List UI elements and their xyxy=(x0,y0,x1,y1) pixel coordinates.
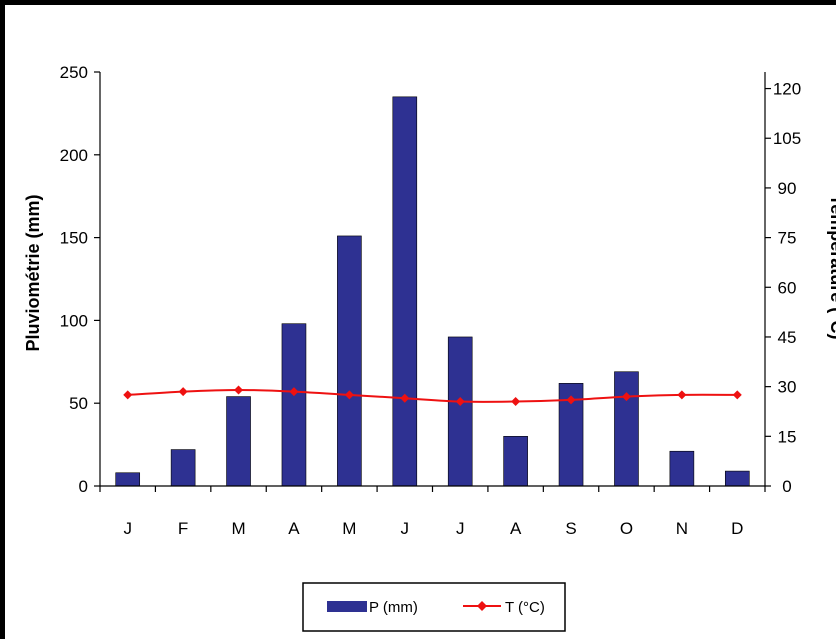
temperature-point-5 xyxy=(400,393,410,403)
y2-tick-label-1: 15 xyxy=(778,427,797,446)
temperature-point-7 xyxy=(511,397,521,407)
tick-labels: 0 50 100 150 200 250 0 15 30 45 60 75 90 105 120 J F M A M J… xyxy=(60,63,802,538)
bar-3 xyxy=(281,323,307,487)
temperature-point-10 xyxy=(677,390,687,400)
precipitation-bars xyxy=(115,96,750,487)
bar-6 xyxy=(447,336,473,487)
y2-tick-label-8: 120 xyxy=(773,80,801,99)
bar-7 xyxy=(503,436,528,487)
x-tick-label-5: J xyxy=(401,519,410,538)
bar-10 xyxy=(669,450,695,487)
y-tick-label-4: 200 xyxy=(60,146,88,165)
temperature-line xyxy=(127,388,738,403)
x-tick-label-2: M xyxy=(231,519,245,538)
temperature-point-11 xyxy=(732,390,742,400)
temperature-point-4 xyxy=(344,390,354,400)
y2-tick-label-5: 75 xyxy=(778,229,797,248)
temperature-line-series xyxy=(123,385,742,407)
legend-marker-swatch xyxy=(477,601,487,611)
legend: P (mm) T (°C) xyxy=(302,582,566,632)
x-tick-label-10: N xyxy=(676,519,688,538)
climate-chart: 0 50 100 150 200 250 0 15 30 45 60 75 90 105 120 J F M A M J… xyxy=(23,63,836,632)
temperature-point-9 xyxy=(621,392,631,402)
temperature-point-1 xyxy=(178,387,188,397)
x-tick-label-11: D xyxy=(731,519,743,538)
temperature-point-6 xyxy=(455,397,465,407)
y-axis-title: Pluviométrie (mm) xyxy=(23,194,43,351)
temperature-point-3 xyxy=(289,387,299,397)
x-tick-label-6: J xyxy=(456,519,465,538)
x-tick-label-4: M xyxy=(342,519,356,538)
y-tick-label-3: 150 xyxy=(60,229,88,248)
legend-label-precipitation: P (mm) xyxy=(369,599,418,616)
y2-tick-label-4: 60 xyxy=(778,278,797,297)
y2-tick-label-7: 105 xyxy=(773,129,801,148)
y2-tick-label-0: 0 xyxy=(782,477,791,496)
y2-tick-label-3: 45 xyxy=(778,328,797,347)
bar-1 xyxy=(170,449,196,487)
bar-9 xyxy=(614,371,639,487)
y-tick-label-1: 50 xyxy=(69,394,88,413)
bar-0 xyxy=(115,472,141,487)
x-tick-label-7: A xyxy=(510,519,522,538)
x-tick-label-9: O xyxy=(620,519,633,538)
temperature-point-0 xyxy=(123,390,133,400)
legend-label-temperature: T (°C) xyxy=(505,599,545,616)
x-tick-label-3: A xyxy=(288,519,300,538)
y-tick-label-0: 0 xyxy=(79,477,88,496)
temperature-point-2 xyxy=(234,385,244,395)
bar-4 xyxy=(337,235,362,487)
y2-tick-label-6: 90 xyxy=(778,179,797,198)
y-tick-label-2: 100 xyxy=(60,311,88,330)
y2-tick-label-2: 30 xyxy=(778,378,797,397)
legend-box xyxy=(302,582,566,632)
bar-11 xyxy=(724,470,750,487)
x-tick-label-8: S xyxy=(565,519,576,538)
temperature-point-8 xyxy=(566,395,576,405)
x-tick-label-0: J xyxy=(123,519,132,538)
x-tick-label-1: F xyxy=(178,519,188,538)
bar-2 xyxy=(226,396,251,487)
y-tick-label-5: 250 xyxy=(60,63,88,82)
bar-5 xyxy=(392,96,418,487)
legend-bar-swatch xyxy=(327,601,367,612)
y2-axis-title: Température (°C) xyxy=(827,195,836,340)
axes xyxy=(94,71,771,492)
